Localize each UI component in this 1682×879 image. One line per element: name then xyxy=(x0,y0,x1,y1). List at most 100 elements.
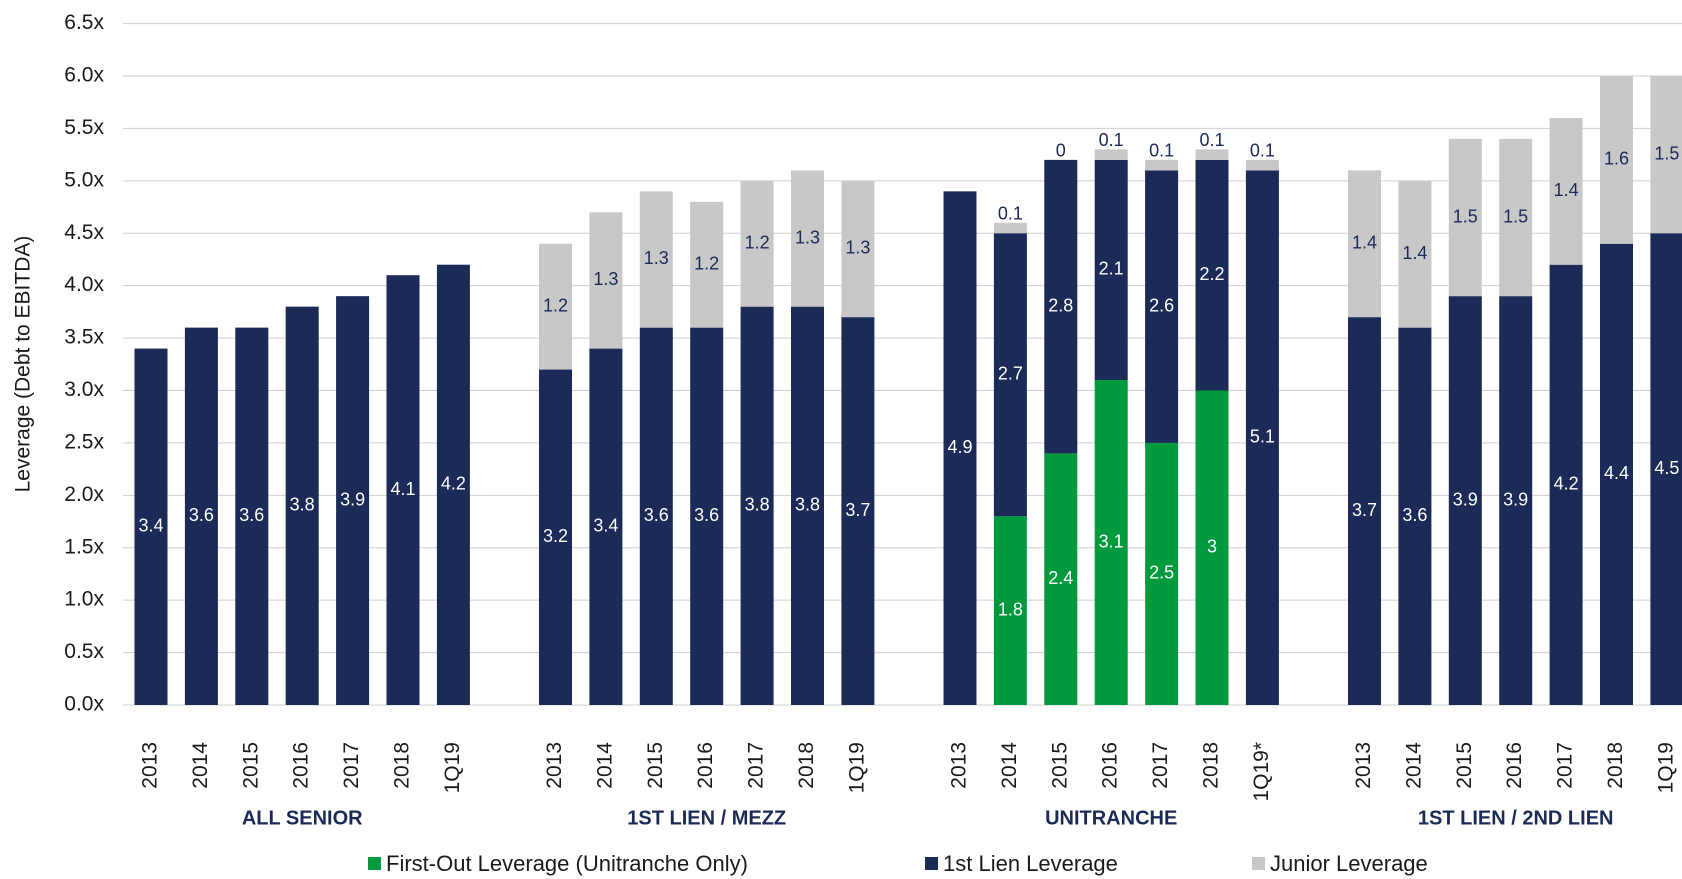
bar-segment xyxy=(184,327,218,705)
bar-segment xyxy=(336,296,370,705)
group-label: ALL SENIOR xyxy=(242,807,363,829)
data-label: 4.5 xyxy=(1654,458,1679,478)
legend-swatch xyxy=(368,857,381,870)
y-tick-label: 5.0x xyxy=(64,168,104,191)
y-tick-label: 2.5x xyxy=(64,430,104,453)
bar-segment xyxy=(1499,296,1533,705)
bar-segment xyxy=(841,180,875,318)
bar-segment xyxy=(993,222,1027,234)
bar-segment xyxy=(639,191,673,328)
data-label: 3.6 xyxy=(1402,505,1427,525)
data-label: 1.4 xyxy=(1554,180,1579,200)
bar-segment xyxy=(1195,390,1229,705)
data-label: 3 xyxy=(1207,537,1217,557)
y-tick-label: 5.5x xyxy=(64,116,104,139)
data-label: 5.1 xyxy=(1250,426,1275,446)
bar-segment xyxy=(993,233,1027,517)
data-label: 3.4 xyxy=(138,516,163,536)
data-label: 1.8 xyxy=(998,599,1023,619)
bar-segment xyxy=(1094,149,1128,160)
bar-segment xyxy=(1044,453,1078,705)
data-label: 3.1 xyxy=(1099,531,1124,551)
x-tick-label: 2018 xyxy=(391,742,414,789)
bar-segment xyxy=(943,191,977,705)
group-label: UNITRANCHE xyxy=(1045,807,1177,829)
data-label: 1.3 xyxy=(845,238,870,258)
data-label: 1.3 xyxy=(644,248,669,268)
data-label: 4.1 xyxy=(390,479,415,499)
data-label: 0.1 xyxy=(1099,130,1124,150)
y-tick-label: 3.0x xyxy=(64,378,104,401)
data-label: 0.1 xyxy=(998,204,1023,224)
group-label: 1ST LIEN / 2ND LIEN xyxy=(1418,807,1614,829)
x-tick-label: 1Q19 xyxy=(845,742,868,793)
data-label: 3.6 xyxy=(644,505,669,525)
legend-swatch xyxy=(1252,857,1265,870)
bar-segment xyxy=(993,516,1027,705)
bar-segment xyxy=(1195,149,1229,160)
y-tick-label: 2.0x xyxy=(64,483,104,506)
bar-segment xyxy=(589,212,623,349)
x-tick-label: 1Q19 xyxy=(441,742,464,793)
data-label: 1.5 xyxy=(1654,143,1679,163)
bar-segment xyxy=(589,348,623,705)
x-tick-label: 1Q19 xyxy=(1654,742,1677,793)
data-label: 1.5 xyxy=(1503,206,1528,226)
data-label: 3.4 xyxy=(593,516,618,536)
data-label: 0 xyxy=(1056,141,1066,161)
bar-segment xyxy=(690,327,724,705)
data-label: 1.3 xyxy=(795,227,820,247)
x-tick-label: 2018 xyxy=(1200,742,1223,789)
bar-segment xyxy=(1398,327,1432,705)
bar-segment xyxy=(1044,159,1078,454)
data-label: 1.4 xyxy=(1352,232,1377,252)
y-tick-label: 6.0x xyxy=(64,64,104,87)
x-tick-label: 2014 xyxy=(1402,742,1425,789)
bar-segment xyxy=(1348,317,1381,705)
bar-segment xyxy=(1650,76,1682,234)
y-tick-label: 3.5x xyxy=(64,326,104,349)
bar-segment xyxy=(1398,180,1432,328)
y-tick-label: 4.5x xyxy=(64,221,104,244)
bar-segment xyxy=(1245,159,1279,171)
data-label: 0.1 xyxy=(1149,141,1174,161)
x-tick-label: 2015 xyxy=(1048,742,1071,789)
x-tick-label: 2015 xyxy=(239,742,262,789)
legend-swatch xyxy=(925,857,938,870)
data-label: 1.2 xyxy=(543,295,568,315)
data-label: 4.2 xyxy=(441,474,466,494)
bar-segment xyxy=(1245,170,1279,705)
bar-segment xyxy=(285,306,319,705)
bar-segment xyxy=(1145,159,1179,171)
data-label: 1.3 xyxy=(593,269,618,289)
bar-segment xyxy=(436,264,470,705)
x-tick-label: 2016 xyxy=(694,742,717,789)
bar-segment xyxy=(1549,264,1583,705)
bar-segment xyxy=(1549,117,1583,265)
data-label: 2.6 xyxy=(1149,295,1174,315)
x-tick-label: 2013 xyxy=(543,742,566,789)
bar-segment xyxy=(1448,138,1482,297)
bar-segment xyxy=(1195,159,1229,391)
x-tick-label: 2018 xyxy=(795,742,818,789)
bar-segment xyxy=(539,369,572,705)
bar-segment xyxy=(740,180,774,307)
y-tick-label: 4.0x xyxy=(64,273,104,296)
bar-segment xyxy=(740,306,774,705)
x-tick-label: 2018 xyxy=(1604,742,1627,789)
x-tick-label: 2017 xyxy=(340,742,363,789)
data-label: 2.7 xyxy=(998,364,1023,384)
x-tick-label: 2017 xyxy=(1149,742,1172,789)
bar-segment xyxy=(1600,243,1633,705)
bar-segment xyxy=(791,170,824,307)
data-label: 3.8 xyxy=(745,495,770,515)
x-tick-label: 2015 xyxy=(644,742,667,789)
data-label: 4.4 xyxy=(1604,463,1629,483)
legend-label: First-Out Leverage (Unitranche Only) xyxy=(386,851,748,876)
legend-label: 1st Lien Leverage xyxy=(943,851,1118,876)
bar-segment xyxy=(791,306,824,705)
x-tick-label: 2015 xyxy=(1453,742,1476,789)
data-label: 2.4 xyxy=(1048,568,1073,588)
data-label: 3.6 xyxy=(189,505,214,525)
x-tick-label: 2016 xyxy=(1503,742,1526,789)
